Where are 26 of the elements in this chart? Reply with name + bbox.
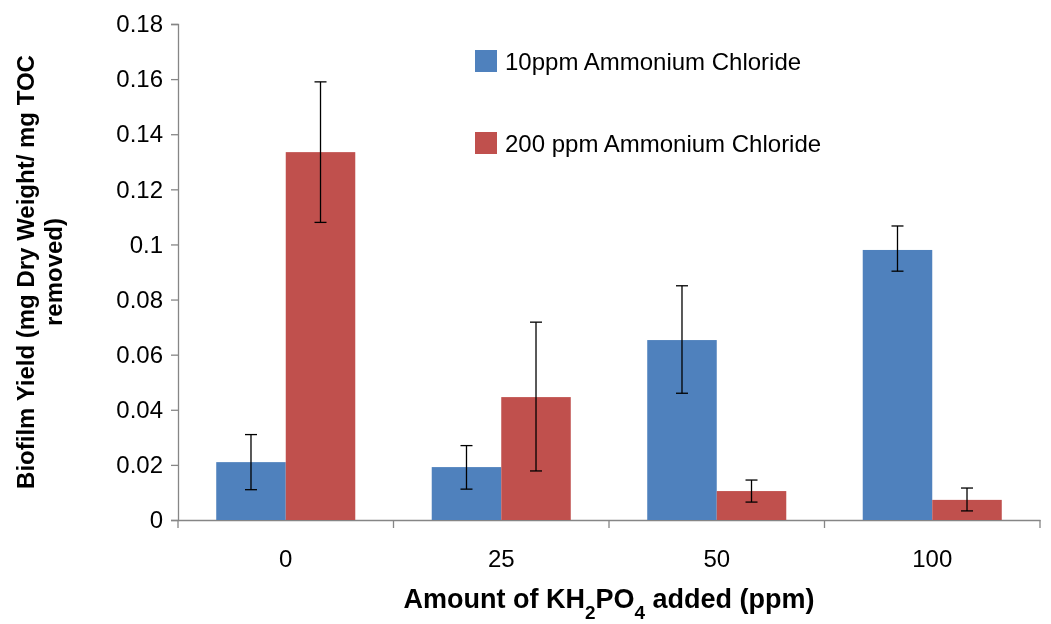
bar [216,462,286,520]
bar [647,340,717,520]
x-tick-label: 0 [279,545,293,573]
x-axis-title: Amount of KH$_{2}$PO$_{4}$ added (ppm) [403,584,815,623]
y-tick-label: 0.18 [116,10,163,38]
legend-label: 200 ppm Ammonium Chloride [505,130,822,157]
x-tick-label: 100 [912,545,953,573]
y-tick-label: 0.14 [116,120,163,148]
x-tick-label: 25 [487,545,515,573]
bar [431,467,502,520]
y-tick-label: 0.04 [116,395,163,423]
x-tick-label: 50 [703,545,731,573]
bar [501,397,571,520]
bar [862,249,933,520]
y-tick-label: 0.12 [116,175,163,203]
y-tick-label: 0.16 [116,65,163,93]
bar [932,499,1002,520]
y-axis-title: Biofilm Yield (mg Dry Weight/ mg TOC removed) [12,55,67,489]
legend-label: 10ppm Ammonium Chloride [505,48,802,75]
y-tick-label: 0.02 [116,451,163,479]
y-tick-label: 0.08 [116,285,163,313]
y-tick-label: 0.06 [116,340,163,368]
bar [285,152,356,520]
y-tick-label: 0.1 [129,230,163,258]
y-tick-label: 0 [149,506,163,534]
bar [716,491,787,520]
